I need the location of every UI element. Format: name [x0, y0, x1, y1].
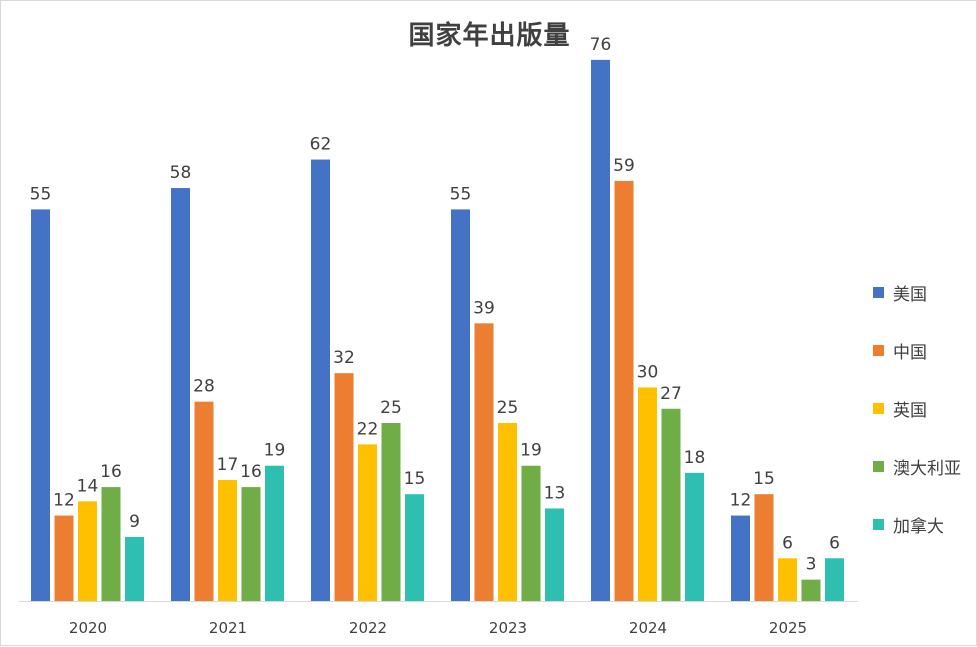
data-label: 6 — [829, 533, 840, 553]
bar — [614, 180, 634, 602]
data-label: 6 — [782, 533, 793, 553]
bar — [731, 515, 750, 601]
x-tick-label: 2023 — [489, 619, 527, 637]
data-label: 16 — [240, 462, 262, 482]
bar — [405, 494, 424, 601]
data-label: 17 — [217, 455, 239, 475]
bar — [801, 579, 821, 601]
data-label: 25 — [380, 398, 402, 418]
x-tick-label: 2025 — [769, 619, 807, 637]
legend-swatch — [873, 286, 884, 298]
data-label: 3 — [806, 555, 817, 575]
data-label: 58 — [170, 163, 192, 183]
bar — [241, 487, 261, 601]
x-tick-label: 2022 — [349, 619, 387, 637]
data-label: 32 — [333, 348, 355, 368]
bar — [101, 487, 121, 601]
legend-swatch — [873, 402, 884, 414]
data-label: 55 — [450, 184, 472, 204]
legend-item: 中国 — [873, 321, 961, 379]
bar — [54, 515, 74, 601]
bar — [638, 387, 657, 601]
legend-item: 澳大利亚 — [873, 437, 961, 495]
data-label: 76 — [590, 35, 612, 55]
chart-title: 国家年出版量 — [408, 21, 571, 51]
data-label: 13 — [544, 483, 566, 503]
bar — [474, 323, 494, 601]
bar — [358, 444, 377, 601]
x-tick-label: 2021 — [209, 619, 247, 637]
data-label: 22 — [357, 419, 379, 439]
data-label: 59 — [613, 156, 635, 176]
data-label: 39 — [473, 298, 495, 318]
x-tick-label: 2020 — [69, 619, 107, 637]
bar — [778, 558, 797, 601]
bar — [31, 209, 50, 601]
legend-label: 澳大利亚 — [893, 458, 961, 479]
legend-label: 英国 — [893, 400, 927, 421]
data-label: 18 — [684, 448, 706, 468]
bar — [591, 59, 610, 601]
bar — [125, 536, 144, 601]
bar — [78, 501, 97, 601]
data-label: 30 — [637, 362, 659, 382]
data-label: 12 — [730, 491, 752, 511]
bar — [521, 465, 541, 601]
legend-item: 英国 — [873, 379, 961, 437]
data-label: 15 — [753, 469, 775, 489]
data-label: 28 — [193, 377, 215, 397]
bar — [451, 209, 470, 601]
data-label: 9 — [129, 512, 140, 532]
legend-swatch — [873, 344, 884, 356]
data-label: 62 — [310, 135, 332, 155]
bar — [381, 423, 401, 601]
data-label: 15 — [404, 469, 426, 489]
legend-label: 美国 — [893, 284, 927, 305]
bar — [545, 508, 564, 601]
data-label: 55 — [30, 184, 52, 204]
bar — [171, 188, 190, 602]
legend-label: 中国 — [893, 342, 927, 363]
bar — [498, 423, 517, 601]
data-label: 12 — [53, 491, 75, 511]
legend-item: 美国 — [873, 263, 961, 321]
legend-item: 加拿大 — [873, 495, 961, 553]
data-label: 14 — [77, 476, 99, 496]
data-label: 19 — [264, 441, 286, 461]
bar — [194, 401, 214, 601]
legend: 美国中国英国澳大利亚加拿大 — [873, 263, 961, 553]
bar — [218, 479, 237, 601]
bar — [685, 472, 704, 601]
bar — [334, 373, 354, 601]
bar — [265, 465, 284, 601]
bar — [754, 494, 774, 601]
bar — [311, 159, 330, 601]
legend-swatch — [873, 460, 884, 472]
legend-swatch — [873, 518, 884, 530]
bar — [661, 408, 681, 601]
data-label: 19 — [520, 441, 542, 461]
legend-label: 加拿大 — [893, 516, 944, 537]
data-label: 16 — [100, 462, 122, 482]
bar — [825, 558, 844, 601]
data-label: 27 — [660, 384, 682, 404]
x-tick-label: 2024 — [629, 619, 667, 637]
data-label: 25 — [497, 398, 519, 418]
